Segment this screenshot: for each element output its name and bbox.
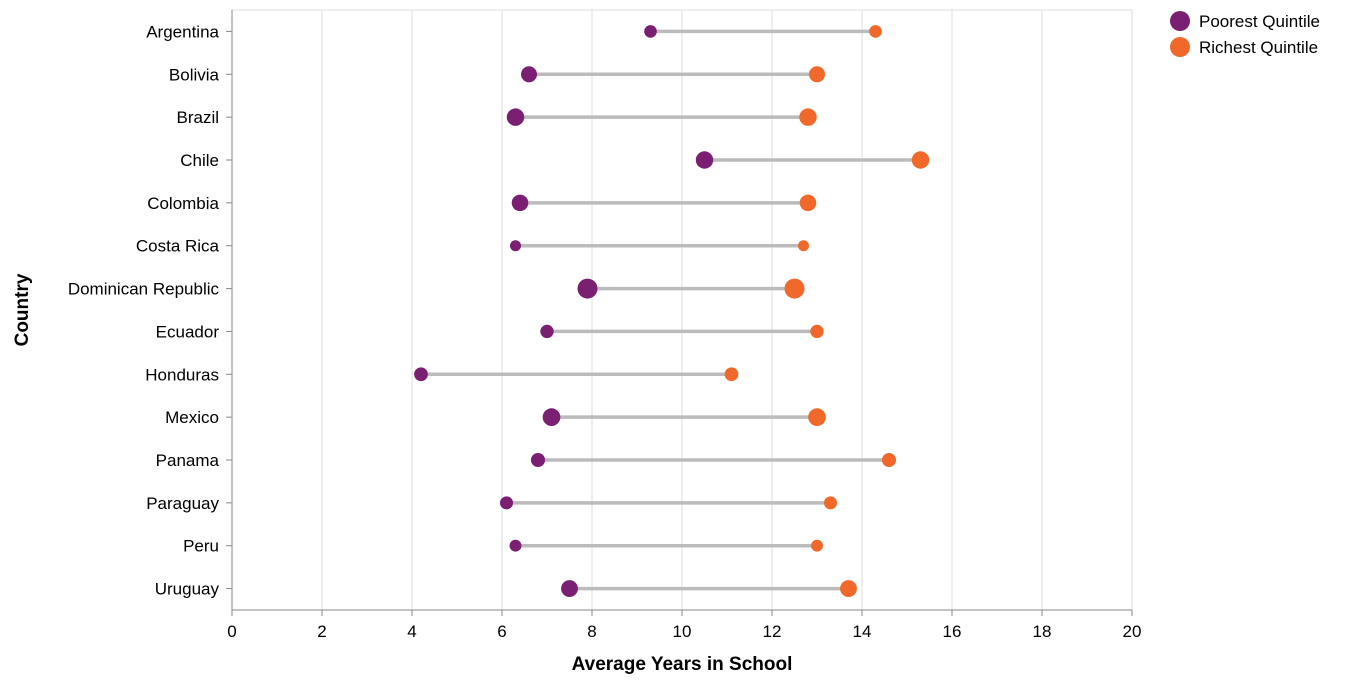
x-tick-label: 12: [763, 622, 782, 641]
x-tick-label: 0: [227, 622, 236, 641]
y-tick-label: Ecuador: [156, 322, 220, 341]
legend-label: Richest Quintile: [1199, 38, 1318, 57]
y-tick-label: Argentina: [146, 22, 219, 41]
poorest-point: [695, 151, 714, 169]
poorest-point: [509, 539, 522, 552]
richest-point: [840, 580, 857, 598]
richest-point: [809, 66, 825, 83]
x-tick-label: 18: [1033, 622, 1052, 641]
y-tick-label: Chile: [180, 151, 219, 170]
poorest-point: [521, 66, 537, 83]
legend-label: Poorest Quintile: [1199, 12, 1320, 31]
poorest-point: [414, 367, 428, 382]
y-tick-label: Costa Rica: [136, 237, 220, 256]
x-tick-label: 14: [853, 622, 872, 641]
x-axis-title: Average Years in School: [572, 654, 793, 675]
x-tick-label: 16: [943, 622, 962, 641]
y-tick-label: Uruguay: [155, 580, 220, 599]
poorest-point: [530, 452, 546, 468]
richest-point: [724, 367, 739, 382]
richest-point: [810, 324, 824, 339]
richest-point: [911, 151, 930, 169]
richest-point: [811, 539, 823, 552]
legend: Poorest Quintile Richest Quintile: [1170, 11, 1320, 57]
connector-lines: [421, 29, 921, 591]
y-tick-label: Panama: [156, 451, 220, 470]
y-tick-label: Paraguay: [146, 494, 219, 513]
legend-swatch: [1170, 37, 1190, 57]
richest-point: [784, 278, 805, 299]
y-tick-label: Honduras: [145, 365, 219, 384]
poorest-point: [509, 240, 522, 252]
richest-point: [881, 452, 897, 468]
poorest-point: [499, 496, 514, 510]
y-tick-label: Colombia: [147, 194, 219, 213]
x-tick-label: 4: [407, 622, 416, 641]
richest-point: [799, 194, 817, 212]
richest-point: [797, 240, 810, 252]
poorest-point: [540, 324, 554, 339]
x-tick-label: 8: [587, 622, 596, 641]
axes: 0 2 4 6 8 10 12 14 16 18 20 Argentina Bolivia Brazil C…: [68, 10, 1142, 641]
y-tick-label: Dominican Republic: [68, 280, 220, 299]
richest-point: [823, 496, 838, 510]
data-points: [414, 25, 930, 598]
poorest-point: [506, 108, 525, 126]
poorest-point: [542, 408, 561, 426]
poorest-point: [511, 194, 529, 212]
richest-point: [869, 25, 882, 38]
y-axis-title: Country: [12, 273, 33, 346]
richest-point: [808, 408, 826, 426]
poorest-point: [561, 580, 578, 598]
y-tick-label: Mexico: [165, 408, 219, 427]
x-tick-label: 2: [317, 622, 326, 641]
y-tick-label: Bolivia: [169, 65, 220, 84]
poorest-point: [644, 25, 657, 38]
richest-point: [799, 108, 817, 126]
legend-swatch: [1170, 11, 1190, 31]
poorest-point: [577, 278, 598, 299]
grid-lines: [231, 9, 1133, 610]
y-tick-label: Peru: [183, 537, 219, 556]
y-tick-label: Brazil: [176, 108, 219, 127]
x-tick-label: 6: [497, 622, 506, 641]
x-tick-label: 20: [1123, 622, 1142, 641]
x-tick-label: 10: [673, 622, 692, 641]
